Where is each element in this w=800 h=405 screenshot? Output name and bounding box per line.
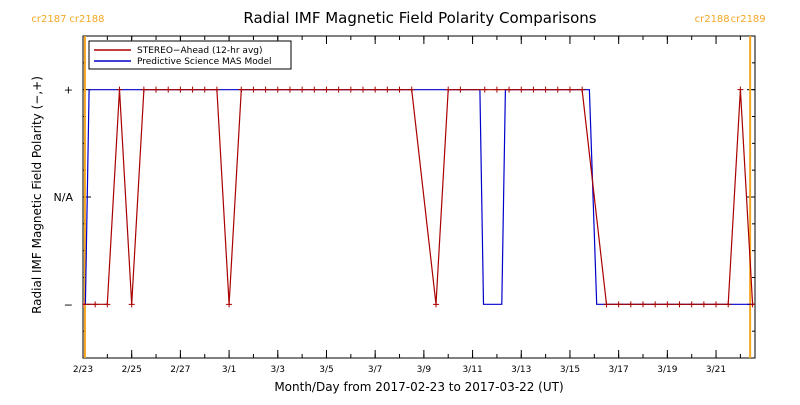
legend-box bbox=[88, 40, 292, 70]
data-point bbox=[700, 301, 707, 308]
data-point bbox=[274, 86, 281, 93]
x-tick-label: 3/3 bbox=[271, 365, 285, 375]
legend-label: Predictive Science MAS Model bbox=[137, 57, 272, 67]
chart-title: Radial IMF Magnetic Field Polarity Compa… bbox=[243, 9, 596, 27]
series-clip-group bbox=[83, 86, 768, 308]
x-tick-label: 3/7 bbox=[368, 365, 382, 375]
data-point bbox=[737, 86, 744, 93]
data-point bbox=[676, 301, 683, 308]
data-point bbox=[542, 86, 549, 93]
series-layer bbox=[83, 86, 768, 308]
data-point bbox=[116, 86, 123, 93]
data-point bbox=[104, 301, 111, 308]
data-point bbox=[749, 301, 755, 308]
data-point bbox=[762, 301, 768, 307]
data-point bbox=[165, 86, 172, 93]
data-point bbox=[335, 86, 342, 93]
carrington-label: cr2187 bbox=[31, 14, 66, 25]
data-point bbox=[664, 301, 671, 308]
data-point bbox=[311, 86, 318, 93]
data-point bbox=[226, 301, 233, 308]
x-tick-label: 3/9 bbox=[417, 365, 432, 375]
data-point bbox=[396, 86, 403, 93]
y-axis: + N/A − bbox=[54, 35, 755, 359]
data-point bbox=[153, 86, 160, 93]
x-tick-label: 3/13 bbox=[511, 365, 531, 375]
data-point bbox=[323, 86, 330, 93]
data-point bbox=[384, 86, 391, 93]
data-point bbox=[530, 86, 537, 93]
data-point bbox=[554, 86, 561, 93]
series-line bbox=[84, 89, 753, 305]
data-point bbox=[566, 86, 573, 93]
series-line bbox=[83, 89, 755, 305]
carrington-label: cr2188 bbox=[695, 14, 730, 25]
x-axis: 2/23 2/25 2/27 3/1 3/3 3/5 3/7 3/9 3/11 3/13 3/15 3… bbox=[73, 36, 741, 375]
x-tick-label: 3/15 bbox=[560, 365, 580, 375]
y-tick-label: − bbox=[64, 298, 73, 311]
data-point bbox=[347, 86, 354, 93]
data-point bbox=[725, 301, 732, 308]
data-point bbox=[286, 86, 293, 93]
carrington-labels: cr2187 cr2188 cr2188 cr2189 bbox=[31, 14, 765, 25]
data-point bbox=[688, 301, 695, 308]
data-point bbox=[652, 301, 659, 308]
data-point bbox=[250, 86, 257, 93]
plot-frame bbox=[82, 35, 756, 359]
x-axis-label: Month/Day from 2017-02-23 to 2017-03-22 … bbox=[274, 380, 563, 394]
x-tick-label: 2/23 bbox=[73, 365, 93, 375]
data-point bbox=[262, 86, 269, 93]
legend: STEREO−Ahead (12-hr avg)Predictive Scien… bbox=[88, 40, 292, 70]
data-point bbox=[603, 301, 610, 308]
data-point bbox=[201, 86, 208, 93]
data-point bbox=[615, 301, 622, 308]
x-tick-label: 3/1 bbox=[222, 365, 236, 375]
data-point bbox=[481, 86, 488, 93]
data-point bbox=[83, 301, 86, 308]
data-point bbox=[140, 86, 147, 93]
data-point bbox=[213, 86, 220, 93]
y-axis-label: Radial IMF Magnetic Field Polarity (−,+) bbox=[30, 76, 44, 314]
y-tick-label: + bbox=[64, 84, 73, 97]
carrington-lines bbox=[83, 36, 752, 358]
carrington-label: cr2189 bbox=[731, 14, 766, 25]
legend-label: STEREO−Ahead (12-hr avg) bbox=[137, 46, 263, 56]
data-point bbox=[128, 301, 135, 308]
data-point bbox=[713, 301, 720, 308]
data-point bbox=[189, 86, 196, 93]
data-point bbox=[408, 86, 415, 93]
data-point bbox=[506, 86, 513, 93]
data-point bbox=[640, 301, 646, 308]
data-point bbox=[518, 86, 525, 93]
data-point bbox=[92, 301, 99, 308]
data-point bbox=[579, 86, 586, 93]
x-tick-label: 3/21 bbox=[706, 365, 726, 375]
data-point bbox=[457, 86, 464, 93]
y-tick-label: N/A bbox=[54, 191, 74, 204]
x-tick-label: 3/11 bbox=[462, 365, 482, 375]
x-tick-label: 3/17 bbox=[609, 365, 629, 375]
data-point bbox=[177, 86, 184, 93]
x-tick-label: 3/5 bbox=[319, 365, 333, 375]
data-point bbox=[372, 86, 379, 93]
data-point bbox=[360, 86, 366, 93]
data-point bbox=[493, 86, 500, 93]
data-point bbox=[299, 86, 306, 93]
data-point bbox=[433, 301, 440, 308]
x-tick-label: 2/27 bbox=[170, 365, 190, 375]
data-point bbox=[238, 86, 245, 93]
data-point bbox=[627, 301, 634, 308]
x-tick-label: 2/25 bbox=[122, 365, 142, 375]
x-tick-label: 3/19 bbox=[657, 365, 677, 375]
data-point bbox=[445, 86, 452, 93]
carrington-label: cr2188 bbox=[69, 14, 104, 25]
